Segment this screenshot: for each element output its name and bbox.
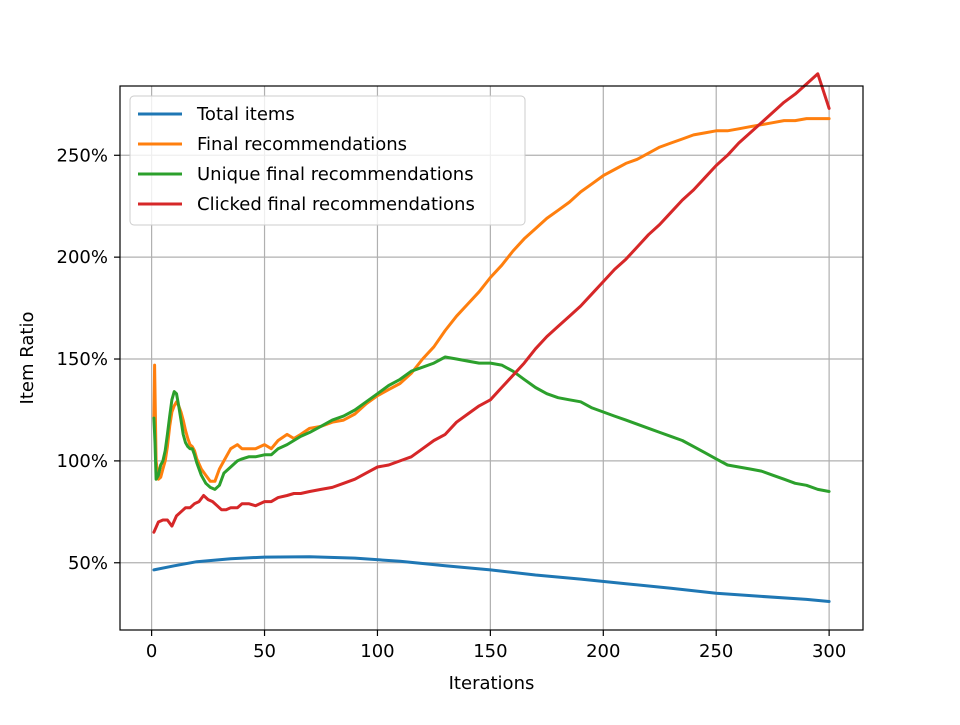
x-tick-label: 300 [812,641,846,662]
plot-area-frame [119,85,864,631]
x-tick-label: 150 [473,641,507,662]
series-line-0 [152,555,831,603]
y-tick-label: 200% [57,247,108,268]
y-tick-label: 250% [57,145,108,166]
legend: Total items Final recommendations Unique f… [129,95,526,226]
legend-box [129,95,526,226]
series-lines [152,72,831,603]
x-axis-label: Iterations [449,673,535,694]
series-line-3 [152,72,831,534]
axis-ticks: 0 50 100 150 200 250 300 50% 100% 150% 200% 250% [57,145,847,662]
y-tick-label: 50% [68,553,108,574]
x-tick-label: 50 [253,641,276,662]
x-tick-label: 250 [699,641,733,662]
legend-label-0: Total items [196,104,295,125]
x-tick-label: 200 [586,641,620,662]
series-line-1 [152,117,831,483]
x-tick-label: 0 [146,641,157,662]
legend-label-3: Clicked final recommendations [197,194,475,215]
y-axis-label: Item Ratio [17,312,38,405]
series-line-2 [152,355,831,493]
y-tick-label: 150% [57,349,108,370]
legend-label-1: Final recommendations [197,134,407,155]
x-tick-label: 100 [360,641,394,662]
legend-label-2: Unique final recommendations [197,164,474,185]
y-tick-label: 100% [57,451,108,472]
